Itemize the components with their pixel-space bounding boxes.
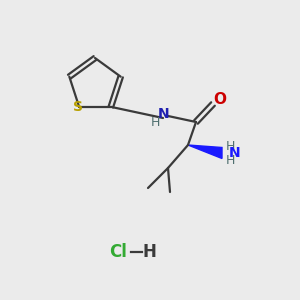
Polygon shape — [188, 145, 222, 158]
Text: H: H — [225, 154, 235, 166]
Text: S: S — [73, 100, 83, 114]
Text: N: N — [158, 107, 170, 121]
Text: Cl: Cl — [109, 243, 127, 261]
Text: H: H — [142, 243, 156, 261]
Text: N: N — [229, 146, 241, 160]
Text: H: H — [150, 116, 160, 128]
Text: H: H — [225, 140, 235, 154]
Text: O: O — [214, 92, 226, 107]
